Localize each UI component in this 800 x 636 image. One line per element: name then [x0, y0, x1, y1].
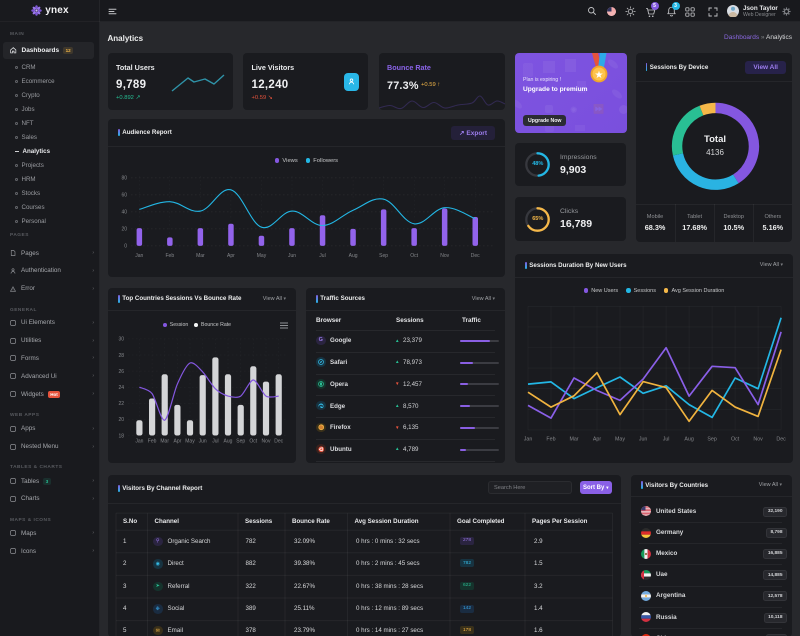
svg-text:Nov: Nov — [262, 439, 271, 445]
svg-text:Mar: Mar — [160, 439, 169, 445]
svg-text:60: 60 — [121, 193, 127, 199]
svg-text:Nov: Nov — [440, 253, 449, 259]
svg-text:Feb: Feb — [148, 439, 157, 445]
svg-text:Oct: Oct — [410, 253, 418, 259]
svg-text:Aug: Aug — [224, 439, 233, 445]
svg-text:Jan: Jan — [524, 437, 533, 443]
svg-text:28: 28 — [118, 353, 124, 359]
svg-text:May: May — [257, 253, 267, 259]
svg-text:26: 26 — [118, 369, 124, 375]
svg-text:Oct: Oct — [249, 439, 257, 445]
svg-text:24: 24 — [118, 385, 124, 391]
svg-text:Apr: Apr — [174, 439, 182, 445]
svg-text:Apr: Apr — [593, 437, 601, 443]
svg-text:18: 18 — [118, 433, 124, 439]
svg-text:Jul: Jul — [663, 437, 670, 443]
svg-text:30: 30 — [118, 337, 124, 343]
svg-text:Dec: Dec — [776, 437, 786, 443]
svg-text:Feb: Feb — [546, 437, 555, 443]
svg-text:0: 0 — [124, 244, 127, 250]
svg-text:20: 20 — [118, 417, 124, 423]
svg-text:Jan: Jan — [135, 253, 143, 259]
svg-text:Apr: Apr — [227, 253, 235, 259]
svg-text:Sep: Sep — [379, 253, 388, 259]
svg-text:80: 80 — [121, 176, 127, 182]
svg-text:Jun: Jun — [199, 439, 207, 445]
svg-text:Jun: Jun — [288, 253, 296, 259]
svg-text:Mar: Mar — [569, 437, 578, 443]
svg-text:Aug: Aug — [684, 437, 693, 443]
svg-text:Feb: Feb — [165, 253, 174, 259]
svg-text:★: ★ — [595, 70, 604, 81]
svg-text:Sep: Sep — [707, 437, 716, 443]
svg-text:40: 40 — [121, 210, 127, 216]
svg-text:Oct: Oct — [731, 437, 740, 443]
svg-text:Nov: Nov — [753, 437, 763, 443]
svg-text:Jul: Jul — [212, 439, 218, 445]
svg-text:Jul: Jul — [319, 253, 325, 259]
svg-text:May: May — [615, 437, 625, 443]
svg-text:Jan: Jan — [135, 439, 143, 445]
svg-text:Dec: Dec — [471, 253, 480, 259]
svg-text:May: May — [185, 439, 195, 445]
svg-text:Sep: Sep — [236, 439, 245, 445]
svg-text:Dec: Dec — [274, 439, 283, 445]
svg-text:20: 20 — [121, 227, 127, 233]
svg-text:Mar: Mar — [196, 253, 205, 259]
svg-text:Aug: Aug — [349, 253, 358, 259]
svg-text:22: 22 — [118, 401, 124, 407]
svg-text:Jun: Jun — [639, 437, 648, 443]
